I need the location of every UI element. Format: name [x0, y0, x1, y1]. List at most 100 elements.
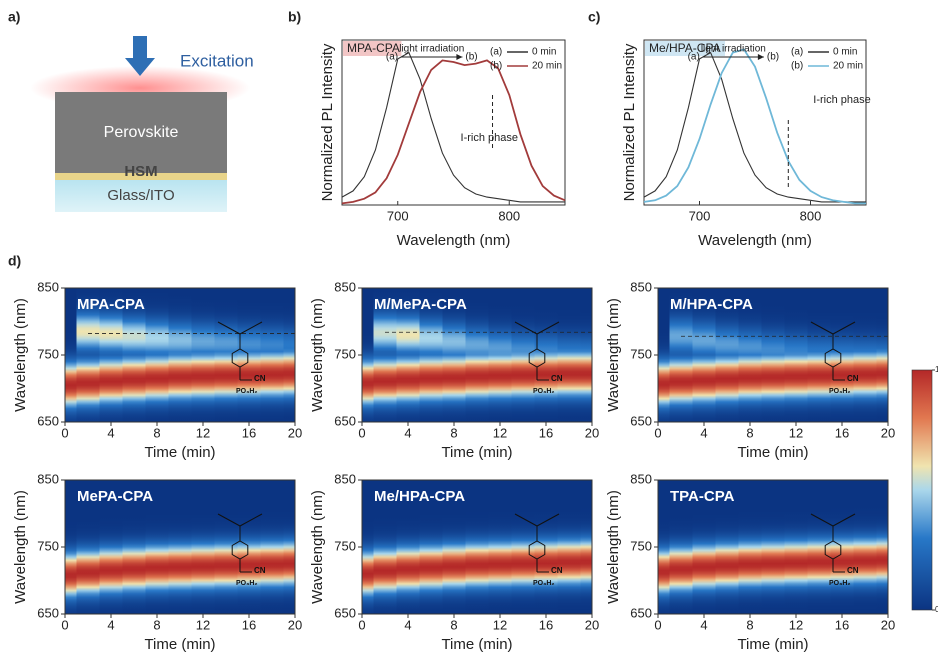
x-tick-label: 8 — [153, 425, 160, 440]
heatmap-column — [65, 480, 77, 614]
y-tick-label: 850 — [37, 279, 59, 294]
y-axis-label: Normalized PL Intensity — [319, 43, 336, 201]
x-tick-label: 0 — [358, 617, 365, 632]
heatmap-column — [557, 480, 581, 614]
x-tick-label: 20 — [288, 617, 302, 632]
legend-label: 20 min — [833, 61, 863, 72]
x-tick-label: 12 — [789, 617, 803, 632]
heatmap-column — [738, 288, 762, 422]
x-tick-label: 20 — [288, 425, 302, 440]
x-tick-label: 800 — [498, 208, 520, 223]
x-tick-label: 0 — [358, 425, 365, 440]
heatmap-column — [669, 480, 693, 614]
structure-bond — [536, 321, 560, 335]
structure-label: PO₃H₂ — [533, 388, 555, 395]
y-tick-label: 650 — [334, 413, 356, 428]
heatmap-column — [362, 288, 374, 422]
heatmap-column — [442, 480, 466, 614]
structure-label: CN — [847, 374, 859, 383]
heatmap-column — [876, 480, 889, 614]
heatmap-column — [65, 288, 77, 422]
heatmap-column — [784, 480, 808, 614]
x-tick-label: 4 — [700, 425, 707, 440]
structure-label: PO₃H₂ — [829, 388, 851, 395]
y-tick-label: 750 — [37, 538, 59, 553]
legend-tag: (a) — [791, 47, 803, 58]
arrow-from: (a) — [688, 52, 700, 63]
heatmap-column — [715, 288, 739, 422]
y-axis-label: Wavelength (nm) — [309, 298, 326, 412]
colorbar-tick-label: 0.0 — [935, 605, 938, 614]
heatmap-column — [488, 288, 512, 422]
legend-label: 20 min — [532, 61, 562, 72]
arrow-shaft — [133, 36, 147, 60]
arrow-to: (b) — [465, 52, 477, 63]
legend-label: 0 min — [532, 47, 556, 58]
y-axis-label: Wavelength (nm) — [605, 298, 622, 412]
x-tick-label: 0 — [61, 617, 68, 632]
spectrum-line — [341, 51, 565, 203]
heatmap-column — [511, 480, 535, 614]
heatmap-column — [237, 288, 261, 422]
legend-label: 0 min — [833, 47, 857, 58]
colorbar-tick-label: 1.0 — [935, 365, 938, 374]
structure-label: CN — [551, 566, 563, 575]
heatmap-column — [488, 480, 512, 614]
heatmap-column — [283, 480, 296, 614]
structure-bond — [514, 513, 538, 527]
heatmap-column — [830, 288, 854, 422]
x-tick-label: 0 — [654, 425, 661, 440]
structure-bond — [217, 321, 241, 335]
colorbar — [911, 369, 933, 611]
x-axis-label: Time (min) — [737, 444, 808, 461]
phase-label: I-rich phase — [813, 94, 870, 106]
x-tick-label: 4 — [107, 425, 114, 440]
heatmap-column — [807, 288, 831, 422]
heatmap-title: Me/HPA-CPA — [374, 488, 465, 505]
spectrum-line — [341, 59, 566, 205]
legend-tag: (a) — [490, 47, 502, 58]
panel-label: d) — [8, 253, 21, 269]
heatmap-column — [396, 288, 420, 422]
heatmap-column — [442, 288, 466, 422]
y-tick-label: 850 — [630, 471, 652, 486]
structure-label: CN — [254, 374, 266, 383]
heatmap-column — [419, 480, 443, 614]
structure-bond — [536, 513, 560, 527]
x-tick-label: 0 — [61, 425, 68, 440]
y-axis-label: Wavelength (nm) — [12, 298, 29, 412]
heatmap-column — [465, 480, 489, 614]
heatmap-column — [876, 288, 889, 422]
structure-bond — [832, 513, 856, 527]
y-axis-label: Wavelength (nm) — [309, 490, 326, 604]
y-tick-label: 850 — [334, 471, 356, 486]
heatmap-column — [465, 288, 489, 422]
x-tick-label: 8 — [153, 617, 160, 632]
glass-layer — [55, 180, 227, 212]
heatmap-column — [534, 288, 558, 422]
heatmap-column — [373, 288, 397, 422]
arrow-text: light irradiation — [701, 44, 766, 55]
heatmap-column — [122, 480, 146, 614]
heatmap-column — [99, 480, 123, 614]
x-axis-label: Wavelength (nm) — [698, 232, 812, 249]
heatmap-column — [511, 288, 535, 422]
arrow-head — [757, 54, 764, 60]
heatmap-column — [99, 288, 123, 422]
x-axis-label: Time (min) — [737, 636, 808, 653]
x-tick-label: 20 — [585, 617, 599, 632]
heatmap-column — [260, 288, 284, 422]
y-tick-label: 650 — [37, 605, 59, 620]
x-axis-label: Time (min) — [441, 444, 512, 461]
y-tick-label: 750 — [334, 346, 356, 361]
arrow-head — [125, 58, 155, 76]
heatmap-column — [76, 288, 100, 422]
x-tick-label: 8 — [450, 617, 457, 632]
y-axis-label: Normalized PL Intensity — [621, 43, 638, 201]
x-axis-label: Wavelength (nm) — [397, 232, 511, 249]
structure-bond — [239, 321, 263, 335]
y-tick-label: 750 — [630, 538, 652, 553]
x-axis-label: Time (min) — [441, 636, 512, 653]
x-tick-label: 12 — [196, 617, 210, 632]
